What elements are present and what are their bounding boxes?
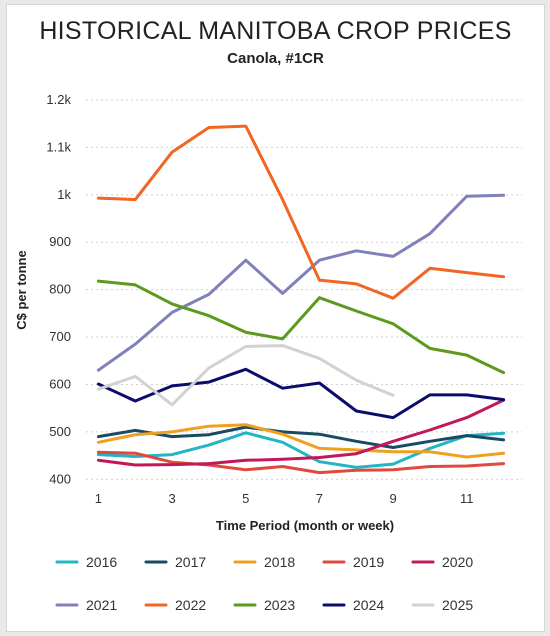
series-line-2016 — [96, 431, 506, 469]
y-tick-label: 500 — [49, 424, 71, 439]
series-line-2017 — [96, 425, 506, 449]
series-line-2023 — [96, 279, 506, 375]
legend-item-2021[interactable]: 2021 — [55, 597, 117, 613]
legend-item-2022[interactable]: 2022 — [144, 597, 206, 613]
chart-subtitle: Canola, #1CR — [227, 50, 324, 67]
series-lines — [96, 124, 506, 475]
legend-label: 2022 — [175, 597, 206, 613]
chart-card: HISTORICAL MANITOBA CROP PRICES Canola, … — [6, 4, 545, 632]
y-axis-ticks: 400 500 600 700 800 900 1k 1.1k 1.2k — [46, 92, 71, 486]
legend-item-2025[interactable]: 2025 — [411, 597, 473, 613]
x-tick-label: 5 — [242, 491, 249, 506]
series-line-2019 — [96, 450, 506, 475]
legend: 2016 2017 2018 2019 2020 2021 2022 2023 2024 2025 — [55, 554, 473, 613]
y-axis-label: C$ per tonne — [14, 250, 29, 329]
x-tick-label: 3 — [168, 491, 175, 506]
legend-item-2020[interactable]: 2020 — [411, 554, 473, 570]
series-line-2021 — [96, 193, 506, 372]
legend-label: 2018 — [264, 554, 295, 570]
y-tick-label: 800 — [49, 282, 71, 297]
legend-label: 2020 — [442, 554, 473, 570]
series-line-2020 — [96, 398, 506, 467]
y-tick-label: 600 — [49, 376, 71, 391]
series-line-2022 — [96, 124, 506, 300]
y-tick-label: 1.2k — [46, 92, 71, 107]
legend-item-2019[interactable]: 2019 — [322, 554, 384, 570]
series-line-2025 — [96, 344, 395, 407]
x-tick-label: 1 — [95, 491, 102, 506]
legend-item-2024[interactable]: 2024 — [322, 597, 384, 613]
y-tick-label: 900 — [49, 234, 71, 249]
x-axis-ticks: 1 3 5 7 9 11 — [95, 491, 474, 506]
legend-label: 2021 — [86, 597, 117, 613]
legend-label: 2024 — [353, 597, 384, 613]
legend-label: 2016 — [86, 554, 117, 570]
x-axis-label: Time Period (month or week) — [216, 518, 394, 533]
series-line-2018 — [96, 423, 506, 459]
y-tick-label: 400 — [49, 471, 71, 486]
legend-item-2018[interactable]: 2018 — [233, 554, 295, 570]
legend-item-2016[interactable]: 2016 — [55, 554, 117, 570]
legend-item-2017[interactable]: 2017 — [144, 554, 206, 570]
chart-title: HISTORICAL MANITOBA CROP PRICES — [39, 17, 512, 45]
y-tick-label: 1k — [57, 187, 71, 202]
legend-label: 2023 — [264, 597, 295, 613]
legend-label: 2017 — [175, 554, 206, 570]
x-tick-label: 7 — [316, 491, 323, 506]
legend-label: 2025 — [442, 597, 473, 613]
y-tick-label: 1.1k — [46, 139, 71, 154]
series-line-2024 — [96, 367, 506, 420]
legend-item-2023[interactable]: 2023 — [233, 597, 295, 613]
y-tick-label: 700 — [49, 329, 71, 344]
legend-label: 2019 — [353, 554, 384, 570]
x-tick-label: 9 — [389, 491, 396, 506]
x-tick-label: 11 — [460, 491, 474, 506]
